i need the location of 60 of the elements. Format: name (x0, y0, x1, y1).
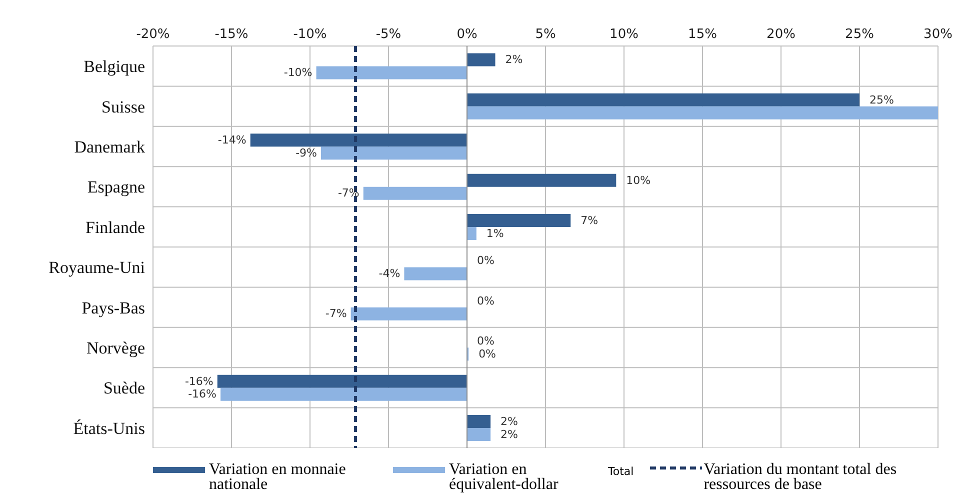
data-label: 1% (486, 226, 504, 240)
data-label: 2% (500, 428, 518, 441)
data-label: -7% (338, 186, 360, 200)
y-tick-label: Royaume-Uni (48, 258, 146, 278)
text: Total (608, 464, 634, 479)
data-label: -10% (284, 66, 312, 80)
bar (467, 227, 476, 240)
x-tick-label: -5% (376, 27, 402, 42)
data-label: -7% (325, 307, 347, 320)
data-label: 0% (477, 254, 494, 268)
data-label: 0% (477, 334, 494, 348)
x-tick-label: 20% (766, 27, 796, 42)
bar (350, 307, 467, 320)
bar (467, 174, 616, 187)
data-label: -16% (188, 388, 217, 401)
bar (217, 374, 467, 388)
x-tick-label: 10% (610, 27, 638, 42)
y-tick-label: Belgique (84, 57, 145, 76)
legend-label: Variation en équivalent-dollar (449, 461, 560, 493)
bar (467, 428, 491, 442)
x-tick-label: -10% (293, 27, 327, 42)
x-tick-label: 30% (924, 27, 952, 42)
bar (467, 53, 496, 66)
bar (220, 388, 467, 401)
y-tick-label: Suisse (102, 97, 145, 116)
y-tick-label: Norvège (86, 338, 145, 358)
y-tick-label: États-Unis (73, 418, 145, 438)
bar (467, 106, 938, 120)
bar (363, 186, 467, 200)
data-label: 7% (580, 214, 598, 227)
data-label: 2% (505, 53, 523, 66)
data-label: 2% (500, 414, 518, 428)
y-tick-label: Pays-Bas (82, 298, 145, 318)
y-tick-label: Danemark (74, 138, 146, 157)
x-tick-label: -20% (136, 27, 170, 42)
bar (467, 415, 491, 428)
x-tick-label: -15% (214, 27, 248, 42)
bar (316, 66, 467, 80)
data-label: -9% (296, 146, 317, 160)
data-label: 0% (477, 294, 494, 308)
y-tick-label: Suède (103, 378, 145, 398)
x-tick-label: 15% (688, 27, 717, 42)
x-tick-label: 0% (456, 27, 478, 42)
legend-label: Variation en monnaie nationale (209, 461, 347, 493)
x-tick-label: 25% (845, 27, 874, 42)
y-tick-label: Finlande (86, 218, 145, 237)
bar (404, 267, 467, 280)
data-label: 25% (870, 93, 894, 106)
data-label: 10% (626, 174, 651, 187)
data-label: -14% (218, 134, 246, 147)
bar (320, 146, 467, 160)
bar (250, 134, 467, 147)
data-label: 0% (478, 347, 496, 360)
bar (467, 93, 860, 106)
y-tick-label: Espagne (87, 178, 145, 197)
data-label: -4% (378, 267, 400, 280)
data-label: -16% (184, 374, 214, 388)
legend-label: Variation du montant total des ressources de base (704, 461, 898, 493)
x-tick-label: 5% (535, 27, 556, 42)
bar (467, 214, 571, 228)
